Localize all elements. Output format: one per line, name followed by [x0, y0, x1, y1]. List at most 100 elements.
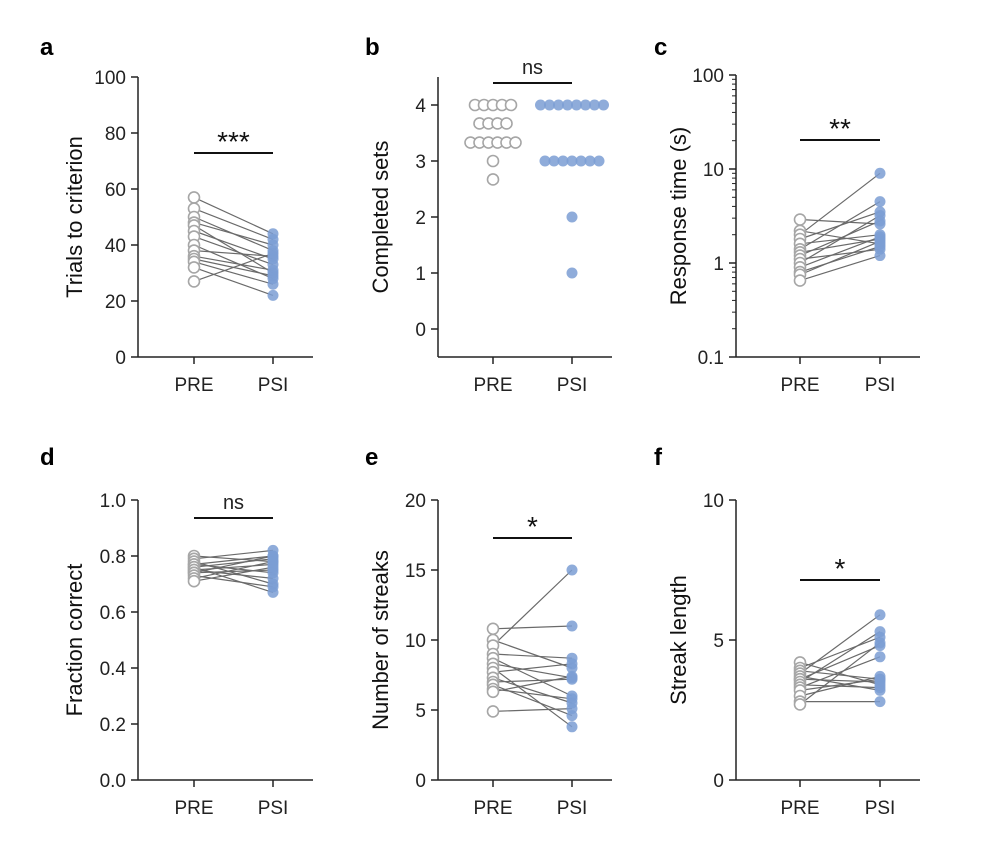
y-tick-label: 0: [415, 320, 426, 341]
psi-point: [553, 99, 564, 111]
psi-point: [874, 651, 886, 663]
psi-point: [874, 626, 886, 638]
y-tick-label: 0.8: [100, 547, 126, 568]
plot-b: 0 1 2 3 4 PRE PSI Completed sets ns: [368, 57, 612, 396]
pair-line: [799, 201, 881, 250]
y-tick-label: 80: [105, 124, 126, 145]
y-tick-label: 100: [692, 66, 724, 87]
psi-point: [267, 247, 279, 259]
significance-label: ***: [217, 126, 250, 157]
y-tick-label: 1: [713, 254, 724, 275]
y-tick-label: 5: [713, 631, 724, 652]
pre-point: [486, 173, 500, 186]
y-tick-label: 4: [415, 96, 426, 117]
pair-line: [193, 208, 274, 240]
pair-line: [799, 214, 881, 264]
x-tick-label-psi: PSI: [557, 375, 588, 396]
pre-point: [187, 191, 201, 204]
y-tick-label: 0: [115, 348, 126, 369]
y-tick-label: 5: [415, 701, 426, 722]
pair-line: [799, 245, 881, 273]
x-tick-label-pre: PRE: [174, 375, 213, 396]
psi-point: [874, 196, 886, 208]
psi-point: [566, 721, 578, 733]
significance-label: *: [527, 511, 538, 542]
pre-point: [793, 213, 807, 226]
panel-a: a 0 20 40 60 80 100 PRE PSI Trials to criterion *…: [40, 34, 313, 396]
x-tick-label-psi: PSI: [557, 798, 588, 819]
pair-line: [799, 614, 881, 675]
psi-point: [584, 155, 596, 167]
pre-point: [793, 274, 807, 287]
y-tick-label: 15: [405, 561, 426, 582]
pair-line: [492, 688, 573, 700]
y-tick-label: 100: [94, 68, 126, 89]
pre-point: [486, 685, 500, 699]
pair-line: [193, 261, 274, 285]
psi-point: [267, 278, 279, 290]
y-axis-title: Streak length: [666, 575, 691, 705]
psi-point: [566, 564, 578, 576]
pair-line: [193, 549, 274, 560]
psi-point: [566, 211, 578, 223]
pair-line: [799, 631, 881, 683]
psi-point: [267, 572, 279, 584]
y-tick-label: 1: [415, 264, 426, 285]
psi-point: [566, 620, 578, 632]
y-tick-label: 0: [415, 771, 426, 792]
pair-line: [193, 555, 274, 574]
panel-b: b 0 1 2 3 4 PRE PSI Completed sets ns: [365, 34, 612, 396]
plot-e: 0 5 10 15 20 PRE PSI Number of streaks *: [368, 491, 612, 819]
pre-point: [793, 698, 807, 711]
psi-point: [557, 155, 569, 167]
pre-point: [504, 98, 518, 112]
y-tick-label: 40: [105, 236, 126, 257]
y-tick-label: 0.0: [100, 771, 126, 792]
x-tick-label-psi: PSI: [865, 798, 896, 819]
y-tick-label: 10: [703, 491, 724, 512]
pair-line: [492, 667, 573, 728]
significance-label: **: [829, 113, 851, 144]
y-tick-label: 0.2: [100, 715, 126, 736]
psi-point: [267, 270, 279, 282]
y-tick-label: 2: [415, 208, 426, 229]
psi-point: [566, 670, 578, 682]
significance-label: ns: [223, 492, 244, 514]
y-axis-title: Fraction correct: [62, 564, 87, 717]
psi-point: [575, 155, 587, 167]
pair-line: [193, 255, 274, 271]
psi-point: [874, 637, 886, 649]
y-tick-label: 20: [405, 491, 426, 512]
pair-line: [193, 575, 274, 588]
psi-point: [267, 239, 279, 251]
panel-letter-f: f: [654, 444, 663, 471]
pre-point: [486, 622, 500, 636]
psi-point: [566, 693, 578, 705]
pair-line: [799, 656, 881, 689]
y-tick-label: 0.1: [698, 348, 724, 369]
pair-line: [193, 224, 274, 274]
panel-c: c 0.1 1 10 100 PRE PSI Response time (s) **: [654, 34, 920, 396]
pair-line: [799, 636, 881, 669]
psi-point: [874, 210, 886, 222]
pair-line: [492, 625, 573, 630]
psi-point: [566, 658, 578, 670]
pair-line: [492, 569, 573, 647]
panel-letter-d: d: [40, 444, 55, 471]
psi-point: [267, 561, 279, 573]
y-tick-label: 0.6: [100, 603, 126, 624]
x-tick-label-pre: PRE: [473, 375, 512, 396]
x-tick-label-pre: PRE: [473, 798, 512, 819]
psi-point: [267, 581, 279, 593]
pair-line: [492, 639, 573, 669]
plot-a: 0 20 40 60 80 100 PRE PSI Trials to criterion ***: [62, 68, 313, 396]
y-tick-label: 3: [415, 152, 426, 173]
pre-point: [187, 574, 201, 588]
pair-line: [193, 252, 274, 282]
pair-line: [492, 653, 573, 659]
psi-point: [874, 609, 886, 621]
y-axis-title: Number of streaks: [368, 550, 393, 730]
psi-point: [593, 155, 605, 167]
pair-line: [492, 708, 573, 712]
